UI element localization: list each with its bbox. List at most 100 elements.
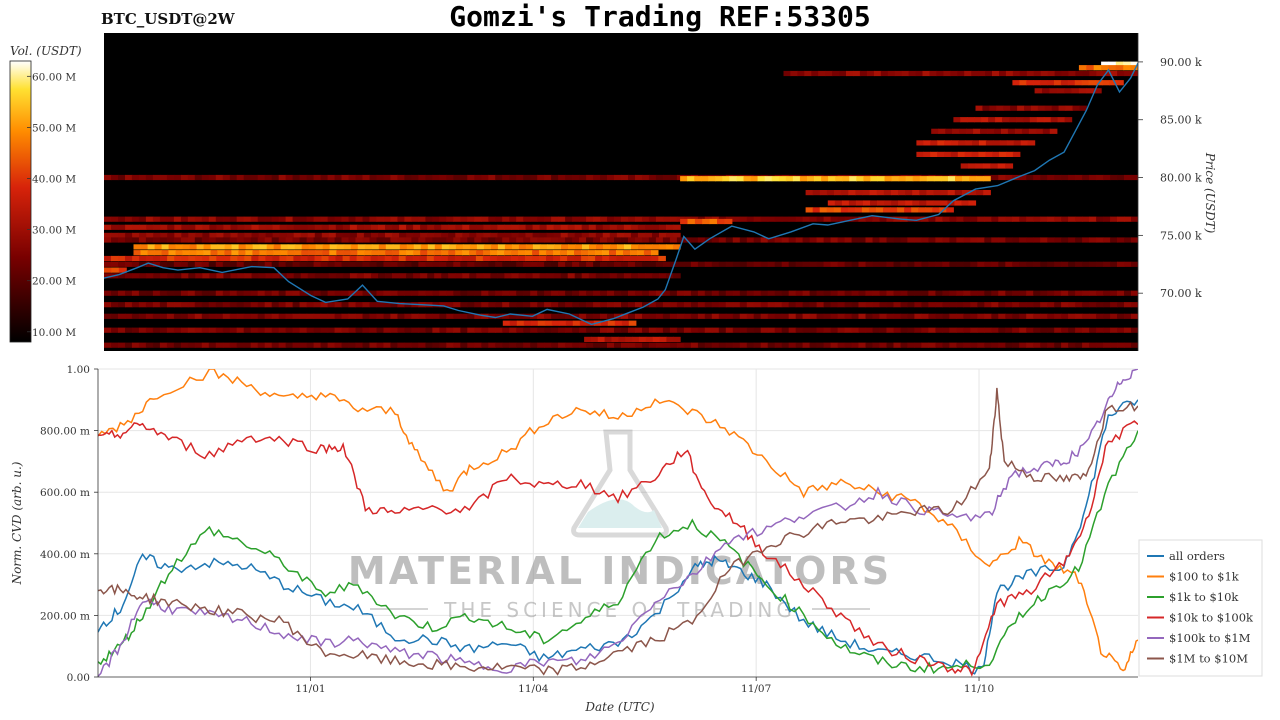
heatmap-cell [118,255,126,262]
heatmap-cell [201,302,210,308]
heatmap-cell [187,216,196,222]
heatmap-cell [907,327,915,333]
heatmap-cell [349,255,358,262]
heatmap-cell [886,216,895,222]
heatmap-cell [467,261,475,267]
heatmap-cell [960,117,968,123]
heatmap-cell [949,237,957,243]
heatmap-cell [460,174,468,181]
heatmap-cell [851,290,860,296]
heatmap-cell [593,237,601,243]
heatmap-cell [648,327,657,333]
heatmap-cell [131,342,140,348]
heatmap-cell [676,327,685,333]
heatmap-cell [238,250,246,256]
heatmap-cell [1110,342,1118,348]
heatmap-cell [237,232,246,238]
heatmap-cell [630,232,639,238]
heatmap-cell [961,190,970,196]
heatmap-cell [278,237,287,243]
heatmap-cell [970,237,978,243]
heatmap-cell [991,302,999,308]
heatmap-cell [781,290,790,296]
heatmap-cell [623,232,632,238]
heatmap-cell [502,313,510,319]
heatmap-cell [1022,117,1031,123]
heatmap-cell [104,342,112,348]
heatmap-cell [1124,302,1132,308]
heatmap-cell [252,244,261,250]
heatmap-cell [357,244,366,250]
heatmap-cell [490,224,498,230]
heatmap-cell [118,302,126,308]
heatmap-cell [977,237,985,243]
heatmap-cell [481,216,489,222]
heatmap-cell [593,327,601,333]
heatmap-cell [1079,105,1087,111]
heatmap-cell [893,261,902,267]
heatmap-cell [999,70,1007,77]
heatmap-cell [138,327,147,333]
heatmap-cell [237,273,246,279]
heatmap-cell [481,302,489,308]
heatmap-cell [886,313,895,319]
heatmap-cell [159,216,168,222]
heatmap-cell [132,224,140,230]
heatmap-cell [883,190,892,196]
heatmap-cell [167,273,175,279]
heatmap-cell [1019,261,1027,267]
heatmap-cell [278,174,287,181]
heatmap-cell [624,244,632,250]
heatmap-cell [1067,80,1076,86]
heatmap-cell [795,261,804,267]
heatmap-cell [1061,327,1069,333]
heatmap-cell [301,250,309,256]
series-line [98,420,1138,677]
heatmap-cell [848,190,856,196]
heatmap-cell [928,261,936,267]
heatmap-cell [516,342,524,348]
heatmap-cell [837,342,846,348]
heatmap-cell [767,237,776,243]
heatmap-cell [983,190,991,196]
heatmap-cell [385,250,393,256]
heatmap-cell [746,261,755,267]
heatmap-cell [802,327,811,333]
heatmap-cell [926,190,935,196]
heatmap-cell [945,128,953,134]
heatmap-cell [474,302,482,308]
heatmap-cell [718,302,727,308]
heatmap-cell [607,342,615,348]
heatmap-cell [285,313,294,319]
heatmap-cell [853,70,861,77]
heatmap-cell [306,327,315,333]
heatmap-cell [795,290,804,296]
heatmap-cell [1061,216,1069,222]
heatmap-cell [231,244,240,250]
heatmap-cell [628,313,636,319]
heatmap-cell [286,273,295,279]
heatmap-cell [642,327,650,333]
heatmap-cell [299,237,308,243]
heatmap-cell [138,290,147,296]
heatmap-cell [1117,70,1125,77]
heatmap-cell [916,140,924,146]
heatmap-cell [537,342,545,348]
heatmap-cell [804,70,812,77]
heatmap-cell [830,327,839,333]
heatmap-cell [607,237,615,243]
series-line [98,399,1138,675]
heatmap-cell [509,290,517,296]
heatmap-cell [809,216,818,222]
heatmap-cell [914,302,922,308]
heatmap-cell [1019,174,1027,181]
heatmap-cell [567,255,575,262]
heatmap-cell [427,244,436,250]
heatmap-cell [607,302,615,308]
heatmap-cell [152,237,161,243]
heatmap-cell [537,313,545,319]
heatmap-cell [933,176,942,182]
heatmap-cell [574,273,583,279]
heatmap-cell [327,327,336,333]
